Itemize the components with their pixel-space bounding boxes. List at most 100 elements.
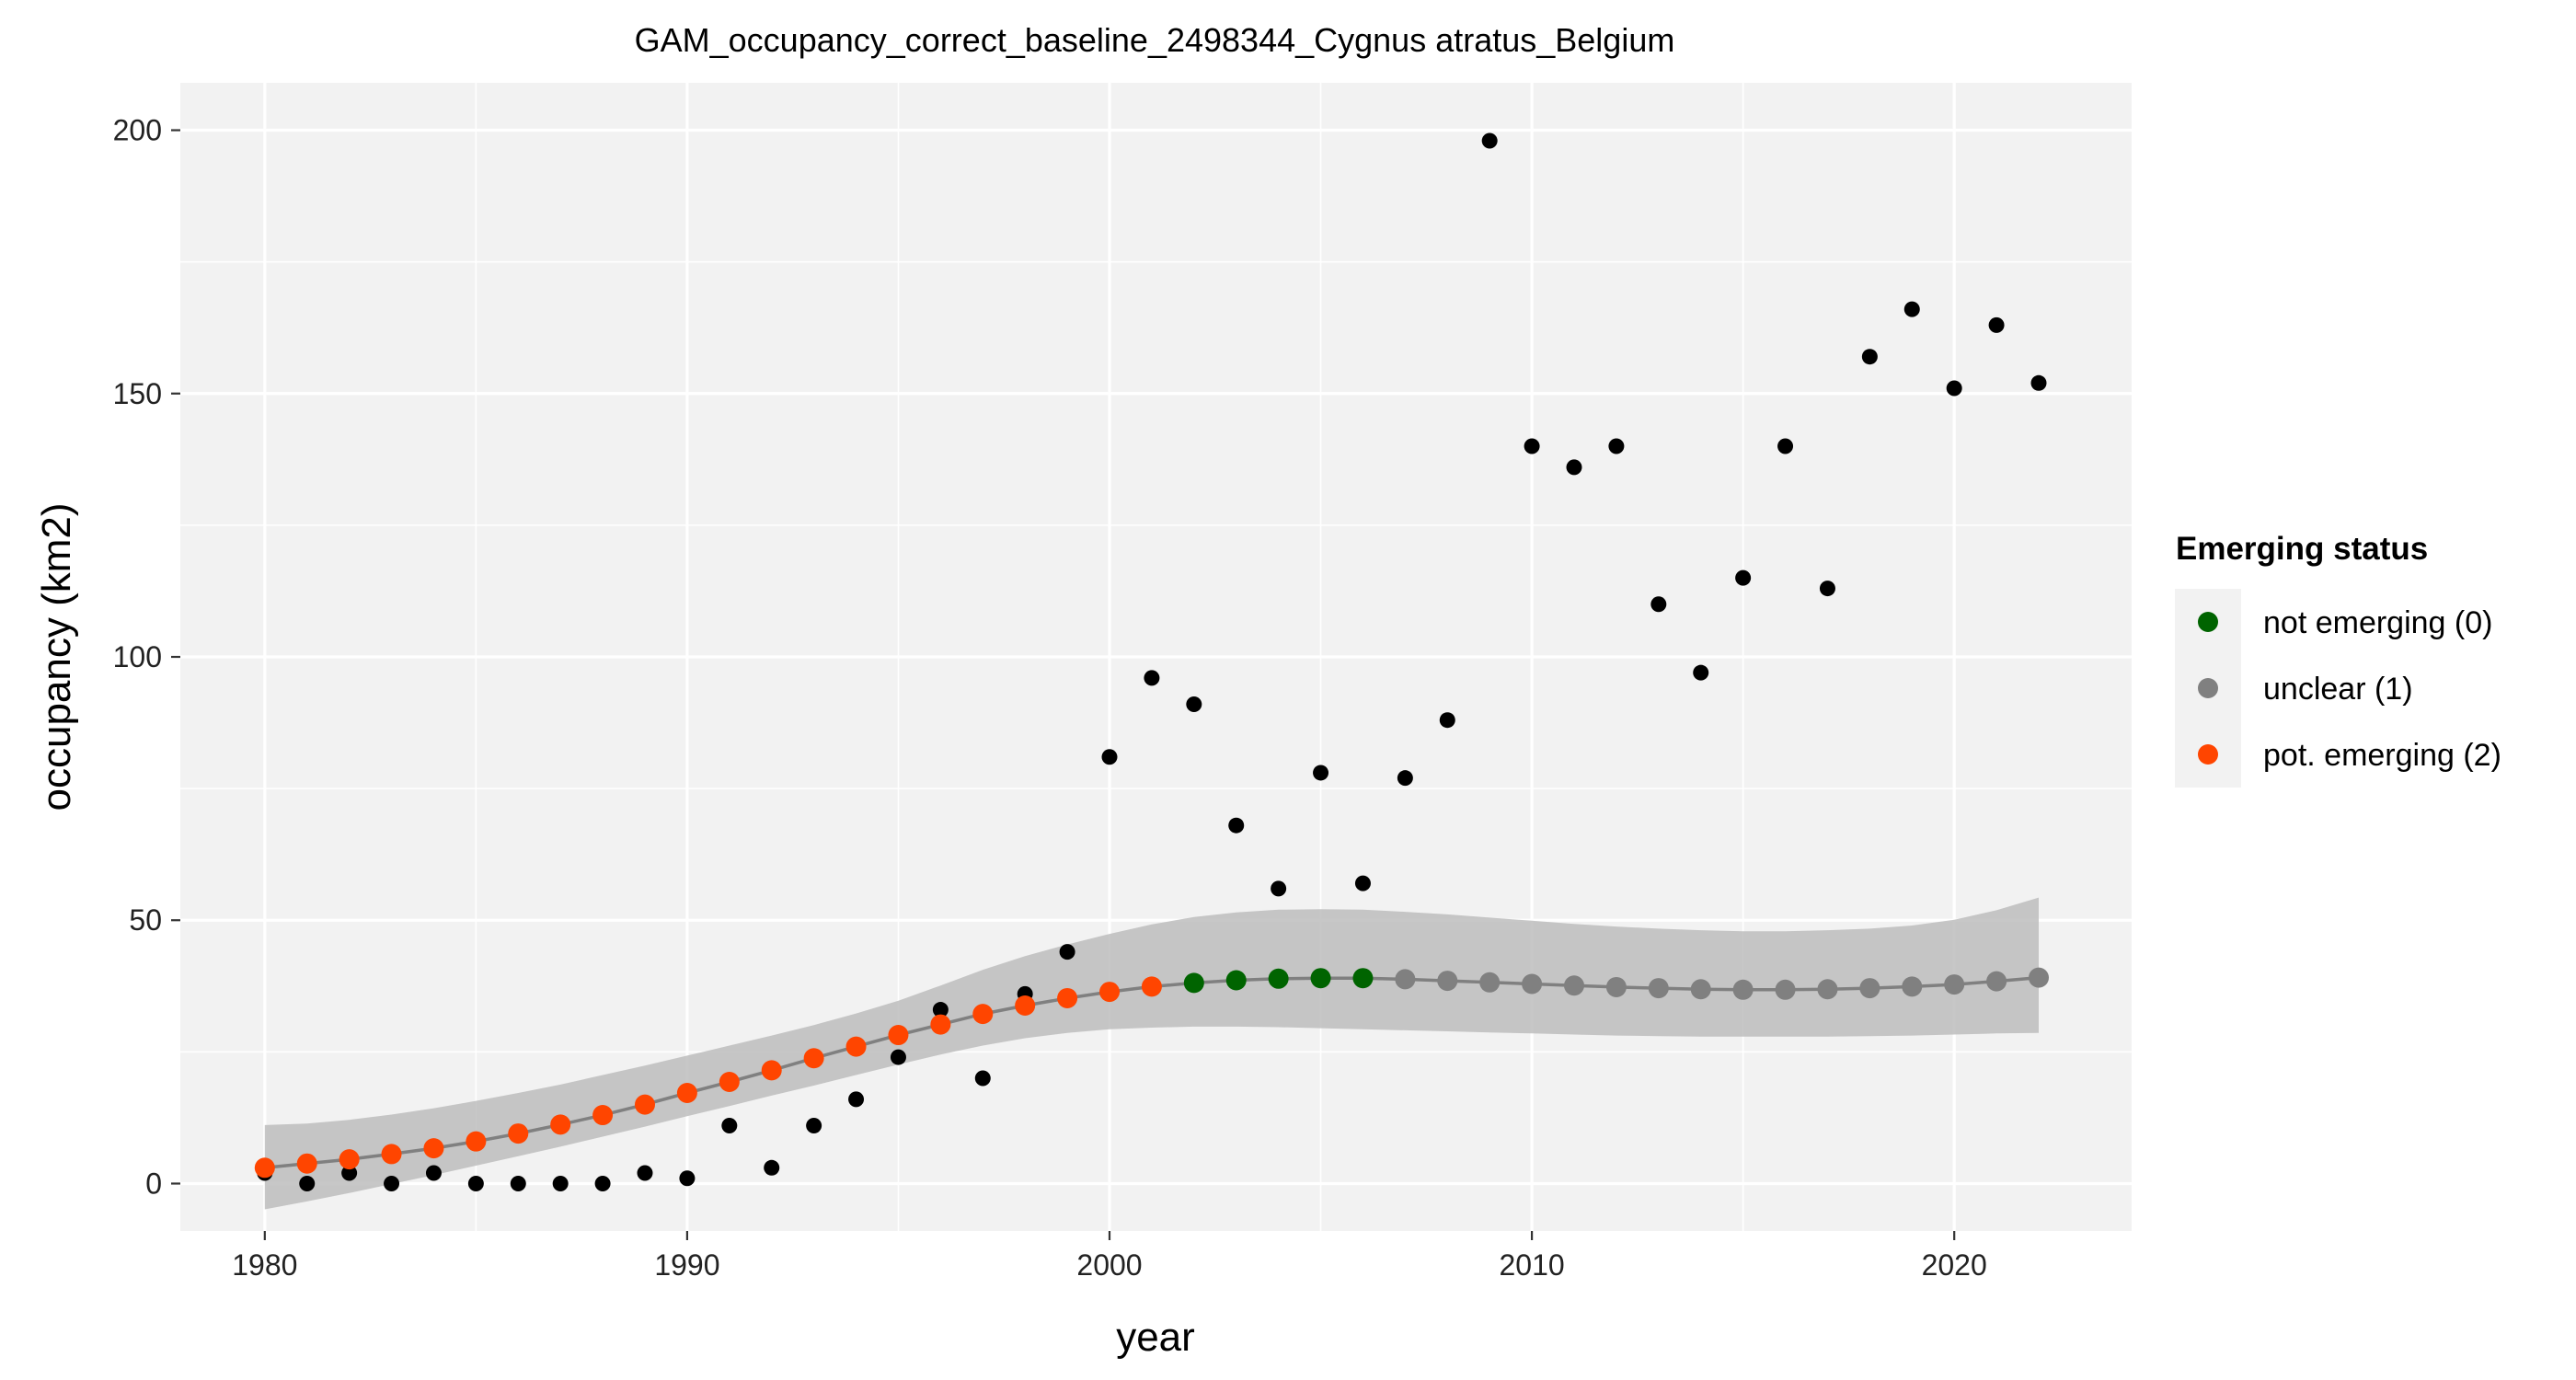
observed-point (1228, 817, 1245, 834)
observed-point (1988, 316, 2005, 333)
y-axis-ticks: 0 50 100 150 200 (113, 114, 180, 1200)
observed-point (679, 1170, 696, 1187)
chart-title: GAM_occupancy_correct_baseline_2498344_C… (635, 21, 1675, 59)
fitted-point (381, 1144, 402, 1165)
fitted-point (254, 1157, 275, 1179)
fitted-point (1775, 979, 1796, 1000)
observed-point (806, 1118, 822, 1134)
fitted-point (676, 1083, 697, 1104)
observed-point (721, 1118, 738, 1134)
y-axis-title: occupancy (km2) (34, 502, 79, 811)
observed-point (1650, 596, 1667, 613)
fitted-point (1605, 976, 1627, 997)
x-tick-label: 1990 (654, 1248, 719, 1282)
y-tick-label: 100 (113, 640, 162, 673)
y-tick-label: 50 (129, 903, 162, 937)
fitted-point (1015, 995, 1036, 1016)
fitted-point (1479, 972, 1501, 993)
fitted-point (1437, 971, 1458, 992)
legend-label: unclear (1) (2263, 672, 2413, 707)
observed-point (510, 1175, 526, 1191)
fitted-point (761, 1060, 782, 1081)
observed-point (1354, 875, 1371, 891)
fitted-point (592, 1105, 614, 1126)
observed-point (1861, 349, 1878, 365)
observed-point (1693, 664, 1709, 681)
observed-point (299, 1175, 316, 1191)
fitted-point (1141, 976, 1162, 997)
legend-key-dot (2198, 678, 2218, 698)
observed-point (1144, 670, 1160, 686)
observed-point (2030, 374, 2047, 391)
fitted-point (1986, 971, 2007, 992)
observed-point (1059, 944, 1075, 960)
observed-point (1608, 438, 1625, 454)
fitted-point (1690, 979, 1711, 1000)
fitted-point (972, 1004, 994, 1025)
observed-point (974, 1070, 991, 1087)
legend-title: Emerging status (2176, 531, 2428, 567)
observed-point (467, 1175, 484, 1191)
legend-label: not emerging (0) (2263, 605, 2492, 640)
legend-items: not emerging (0) unclear (1) pot. emerging… (2198, 605, 2501, 773)
y-tick-label: 200 (113, 114, 162, 147)
x-axis-title: year (1116, 1315, 1195, 1360)
fitted-point (1310, 968, 1331, 989)
observed-point (1946, 380, 1962, 397)
fitted-point (930, 1014, 951, 1035)
observed-point (1735, 569, 1752, 586)
y-tick-label: 0 (145, 1167, 162, 1200)
x-tick-label: 1980 (232, 1248, 297, 1282)
observed-point (552, 1175, 569, 1191)
observed-point (764, 1159, 780, 1176)
observed-point (1566, 459, 1582, 476)
fitted-point (803, 1048, 824, 1069)
observed-point (384, 1175, 400, 1191)
observed-point (1439, 712, 1455, 729)
fitted-point (2029, 967, 2049, 988)
fitted-point (339, 1149, 360, 1170)
x-axis-ticks: 1980 1990 2000 2010 2020 (232, 1231, 1987, 1282)
observed-point (425, 1165, 442, 1181)
grid-lines (180, 83, 2132, 1231)
observed-point (848, 1091, 865, 1108)
fitted-point (1944, 974, 1965, 995)
observed-point (932, 1002, 949, 1018)
x-tick-label: 2020 (1922, 1248, 1987, 1282)
observed-point (1903, 301, 1920, 317)
fitted-point (845, 1036, 867, 1057)
observed-point (1481, 132, 1498, 149)
observed-point (1271, 880, 1287, 897)
x-tick-label: 2010 (1499, 1248, 1564, 1282)
fitted-point (296, 1153, 317, 1174)
fitted-point (550, 1114, 571, 1135)
observed-point (1313, 765, 1329, 781)
confidence-band-area (264, 897, 2039, 1210)
fitted-point (1859, 978, 1880, 999)
fitted-point (1395, 969, 1416, 990)
legend: Emerging status not emerging (0) unclear … (2175, 531, 2501, 788)
fitted-point (1352, 968, 1374, 989)
observed-point (1777, 438, 1794, 454)
observed-point (594, 1175, 611, 1191)
fitted-point (888, 1025, 909, 1046)
fitted-point (1183, 972, 1204, 994)
legend-key-dot (2198, 744, 2218, 765)
legend-key-dot (2198, 612, 2218, 632)
fitted-point (1225, 970, 1247, 991)
confidence-band (264, 897, 2039, 1210)
fitted-points (254, 967, 2049, 1179)
observed-point (637, 1165, 653, 1181)
observed-point (1186, 696, 1202, 713)
x-tick-label: 2000 (1076, 1248, 1142, 1282)
observed-point (1524, 438, 1540, 454)
fitted-point (1648, 978, 1669, 999)
legend-label: pot. emerging (2) (2263, 738, 2501, 773)
fitted-point (508, 1123, 529, 1144)
fitted-point (1902, 976, 1923, 997)
fitted-point (423, 1138, 444, 1159)
observed-point (890, 1049, 906, 1065)
observed-point (1101, 749, 1118, 765)
fitted-point (719, 1071, 740, 1092)
